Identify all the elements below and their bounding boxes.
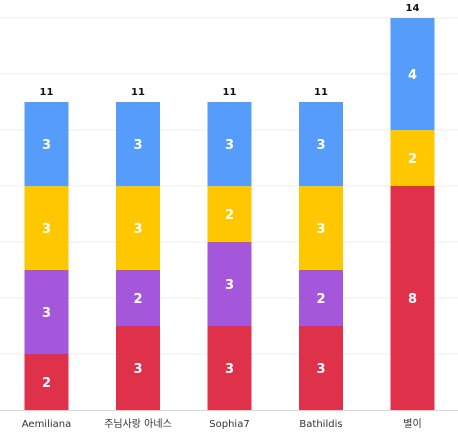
x-axis: Aemiliana 주님사랑 아네스 Sophia7 Bathildis 별이 bbox=[0, 410, 458, 430]
bar-segment bbox=[24, 270, 69, 354]
bar-total-label: 11 bbox=[223, 87, 237, 98]
segment-value-label: 3 bbox=[42, 138, 51, 153]
x-tick-label: Bathildis bbox=[299, 419, 342, 430]
x-tick-label: 별이 bbox=[403, 418, 421, 430]
segment-value-label: 3 bbox=[316, 362, 325, 377]
segment-value-label: 3 bbox=[42, 306, 51, 321]
x-tick-label: Sophia7 bbox=[209, 419, 249, 430]
segment-value-label: 8 bbox=[408, 292, 417, 307]
segment-value-label: 3 bbox=[225, 138, 234, 153]
bar-total-label: 11 bbox=[314, 87, 328, 98]
segment-value-label: 3 bbox=[133, 362, 142, 377]
bar-segment bbox=[24, 186, 69, 270]
segment-value-label: 4 bbox=[408, 68, 417, 83]
bar-segment bbox=[116, 186, 160, 270]
x-tick-label: 주님사랑 아네스 bbox=[104, 418, 172, 430]
segment-value-label: 2 bbox=[133, 292, 142, 307]
data-labels: 2 3 3 3 11 3 2 3 3 11 3 3 2 3 11 3 2 3 3 11 8 2 4 14 bbox=[40, 3, 420, 391]
segment-value-label: 3 bbox=[225, 362, 234, 377]
bar-segment bbox=[299, 186, 343, 270]
segment-value-label: 3 bbox=[316, 222, 325, 237]
segment-value-label: 2 bbox=[408, 152, 417, 167]
x-tick-label: Aemiliana bbox=[22, 419, 72, 430]
bar-segment bbox=[116, 326, 160, 410]
bar-segment bbox=[390, 18, 435, 130]
segment-value-label: 2 bbox=[316, 292, 325, 307]
segment-value-label: 2 bbox=[42, 376, 51, 391]
bar-segment bbox=[299, 102, 343, 186]
bar-segment bbox=[207, 186, 252, 242]
bar-total-label: 11 bbox=[131, 87, 145, 98]
segment-value-label: 3 bbox=[133, 138, 142, 153]
bar-segment bbox=[299, 270, 343, 326]
bar-total-label: 14 bbox=[406, 3, 420, 14]
bar-segment bbox=[207, 102, 252, 186]
bar-segment bbox=[116, 270, 160, 326]
segment-value-label: 2 bbox=[225, 208, 234, 223]
segment-value-label: 3 bbox=[42, 222, 51, 237]
bar-segment bbox=[207, 242, 252, 326]
bar-segment bbox=[299, 326, 343, 410]
bars bbox=[24, 18, 435, 410]
bar-segment bbox=[390, 130, 435, 186]
bar-total-label: 11 bbox=[40, 87, 54, 98]
bar-segment bbox=[207, 326, 252, 410]
segment-value-label: 3 bbox=[225, 278, 234, 293]
segment-value-label: 3 bbox=[316, 138, 325, 153]
bar-segment bbox=[390, 186, 435, 410]
bar-segment bbox=[116, 102, 160, 186]
segment-value-label: 3 bbox=[133, 222, 142, 237]
bar-segment bbox=[24, 354, 69, 410]
bar-segment bbox=[24, 102, 69, 186]
